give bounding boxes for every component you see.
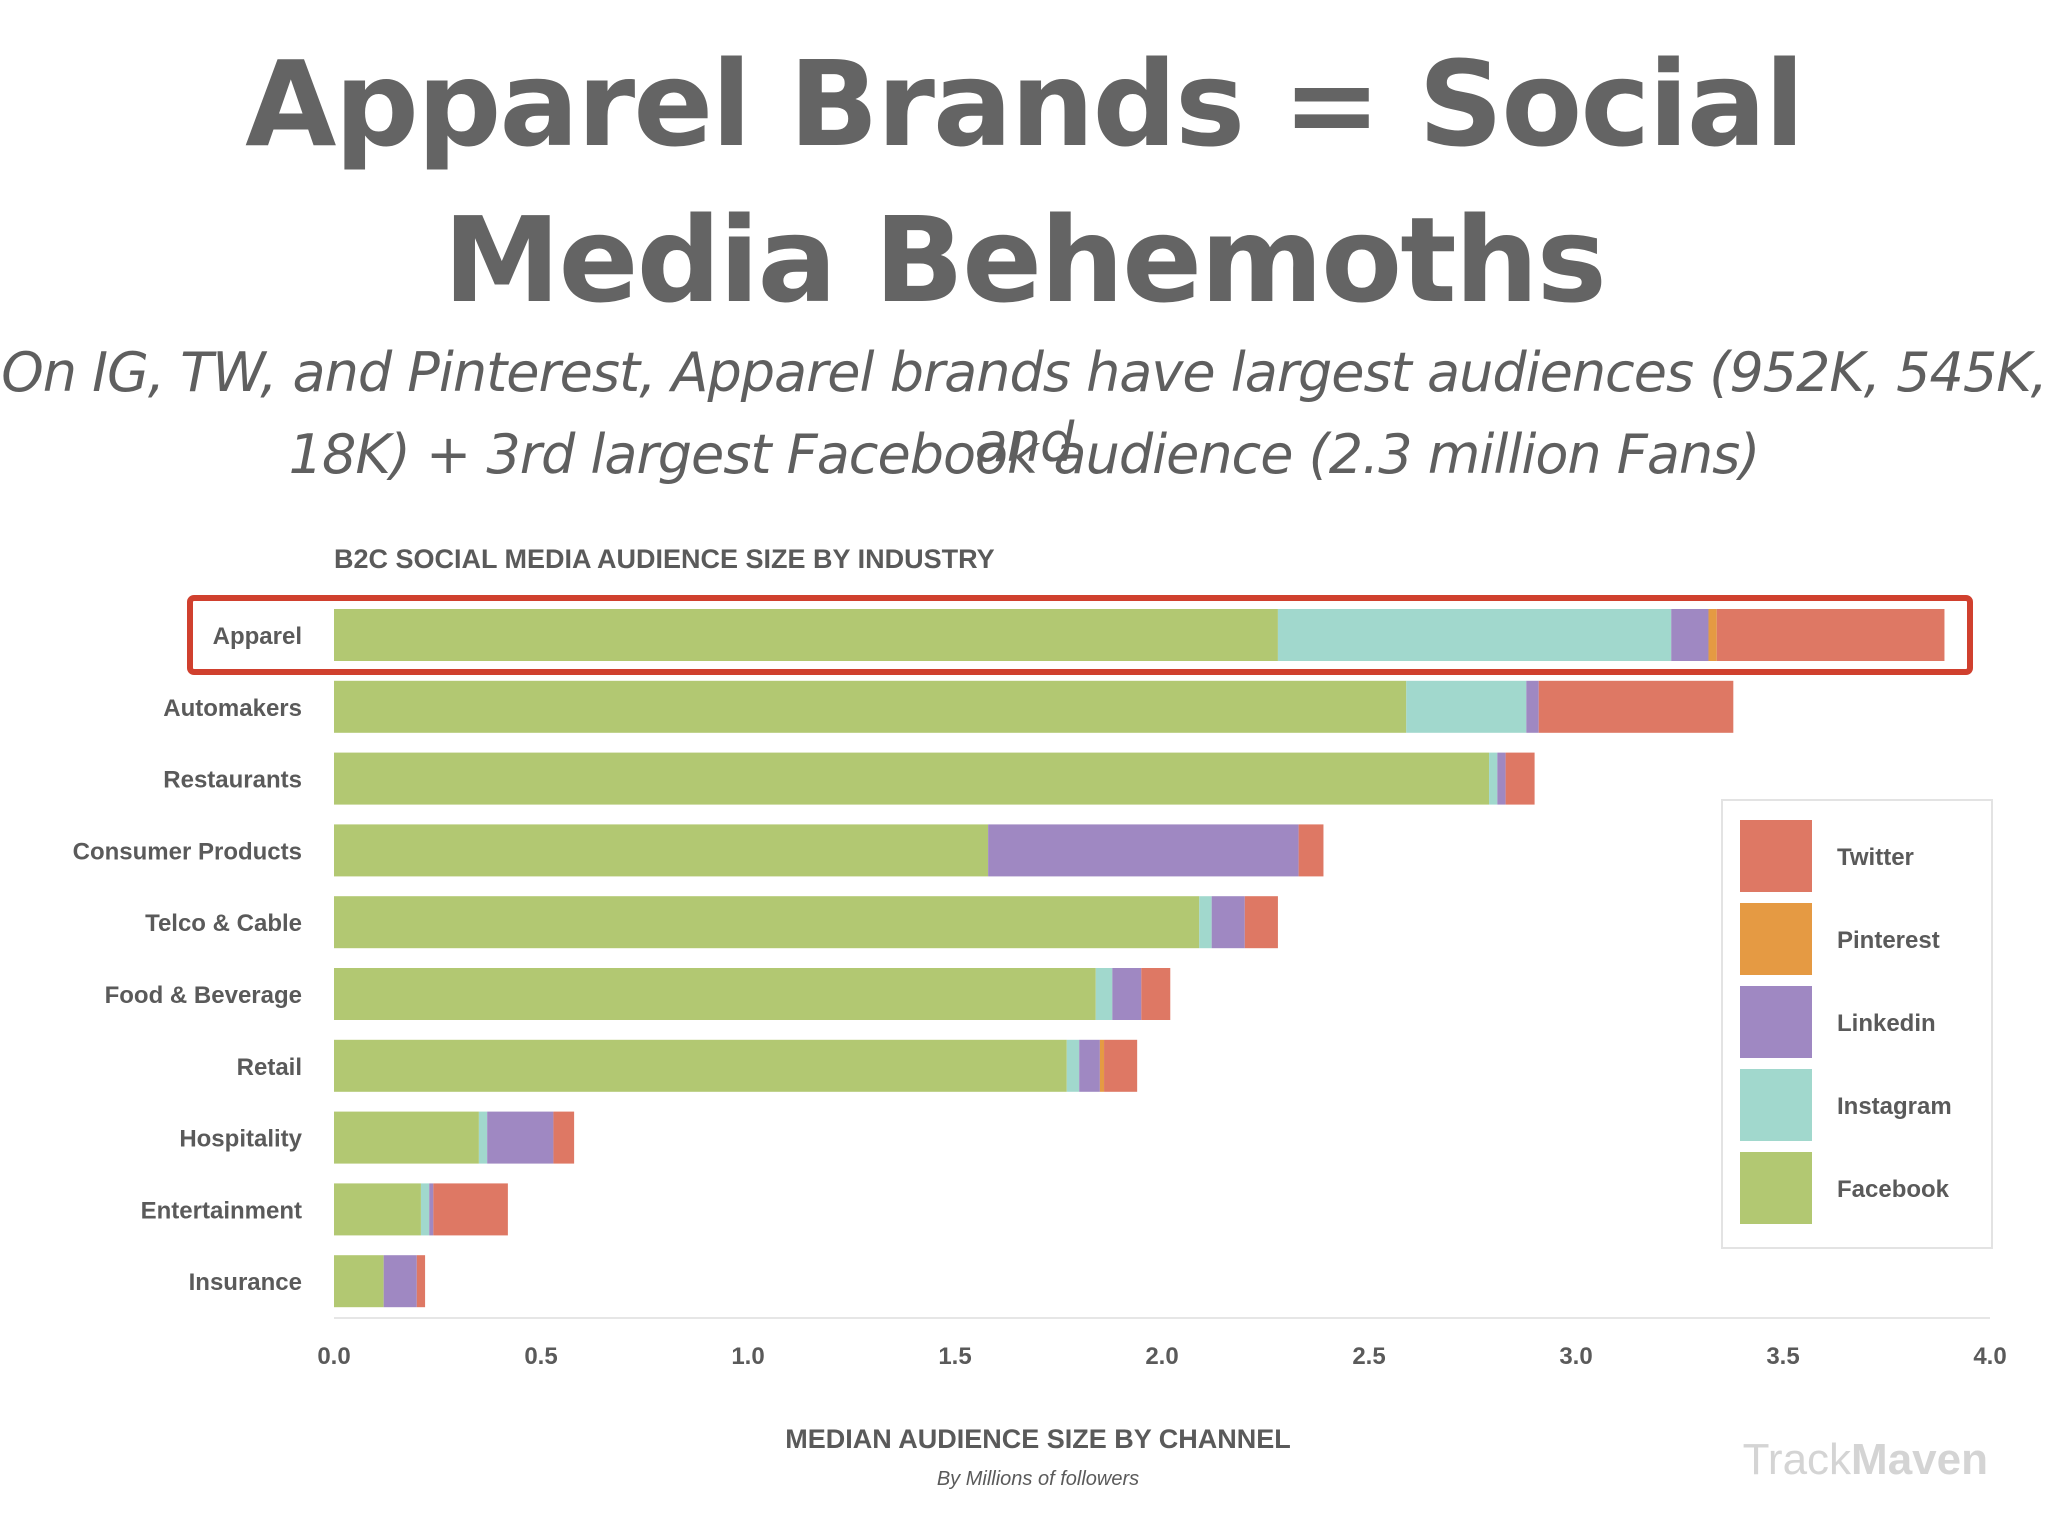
category-label-food-and-beverage: Food & Beverage <box>105 982 302 1009</box>
x-axis-label: MEDIAN AUDIENCE SIZE BY CHANNEL <box>785 1424 1291 1454</box>
x-ticks: 0.0 0.5 1.0 1.5 2.0 2.5 3.0 3.5 4.0 <box>317 1343 2006 1370</box>
bar-entertainment-linkedin <box>429 1183 434 1236</box>
category-label-retail: Retail <box>237 1054 302 1081</box>
bar-insurance-twitter <box>416 1255 426 1308</box>
bar-insurance-linkedin <box>383 1255 417 1308</box>
page-title-line-2: Media Behemoths <box>443 191 1607 329</box>
bar-food-and-beverage-linkedin <box>1112 968 1142 1020</box>
trackmaven-watermark: TrackMaven <box>1743 1435 1988 1484</box>
category-label-entertainment: Entertainment <box>141 1197 302 1224</box>
x-axis-sublabel: By Millions of followers <box>937 1468 1139 1490</box>
x-tick-label: 2.0 <box>1145 1343 1178 1370</box>
bar-food-and-beverage-facebook <box>334 968 1096 1020</box>
bar-hospitality-twitter <box>553 1111 575 1164</box>
bar-insurance-facebook <box>334 1255 384 1308</box>
x-tick-label: 0.5 <box>524 1343 557 1370</box>
x-tick-label: 1.5 <box>938 1343 971 1370</box>
bar-food-and-beverage-instagram <box>1095 968 1113 1020</box>
stacked-bar-chart: B2C SOCIAL MEDIA AUDIENCE SIZE BY INDUST… <box>73 544 2007 1490</box>
category-label-hospitality: Hospitality <box>179 1126 302 1153</box>
bar-automakers-linkedin <box>1526 680 1539 733</box>
legend-swatch-twitter <box>1740 820 1812 892</box>
legend-label-facebook: Facebook <box>1837 1176 1950 1203</box>
page-title-line-1: Apparel Brands = Social <box>245 35 1805 173</box>
legend-label-pinterest: Pinterest <box>1837 927 1940 954</box>
legend-label-instagram: Instagram <box>1837 1093 1952 1120</box>
bar-apparel-twitter <box>1716 609 1945 661</box>
bar-automakers-facebook <box>334 680 1407 733</box>
legend-label-twitter: Twitter <box>1837 844 1914 871</box>
x-tick-label: 3.0 <box>1559 1343 1592 1370</box>
bar-food-and-beverage-twitter <box>1141 968 1171 1020</box>
bar-restaurants-instagram <box>1489 752 1498 805</box>
bar-apparel-instagram <box>1277 609 1672 661</box>
bar-hospitality-linkedin <box>487 1111 554 1164</box>
bar-entertainment-twitter <box>433 1183 508 1236</box>
bar-retail-instagram <box>1066 1039 1080 1092</box>
category-label-automakers: Automakers <box>163 695 302 722</box>
bar-restaurants-twitter <box>1505 752 1535 805</box>
bar-apparel-linkedin <box>1671 609 1709 661</box>
legend-swatch-linkedin <box>1740 986 1812 1058</box>
legend-label-linkedin: Linkedin <box>1837 1010 1936 1037</box>
bar-telco-and-cable-instagram <box>1199 896 1212 949</box>
bars-layer: Apparel Automakers Restaurants Consumer Pro… <box>73 609 1945 1308</box>
bar-apparel-facebook <box>334 609 1278 661</box>
bar-consumer-products-facebook <box>334 824 989 877</box>
bar-automakers-twitter <box>1538 680 1734 733</box>
category-label-restaurants: Restaurants <box>163 767 302 794</box>
category-label-apparel: Apparel <box>213 623 302 650</box>
bar-retail-facebook <box>334 1039 1067 1092</box>
bar-retail-linkedin <box>1079 1039 1100 1092</box>
bar-restaurants-linkedin <box>1497 752 1506 805</box>
bar-retail-pinterest <box>1099 1039 1105 1092</box>
x-tick-label: 0.0 <box>317 1343 350 1370</box>
x-tick-label: 2.5 <box>1352 1343 1385 1370</box>
bar-telco-and-cable-facebook <box>334 896 1200 949</box>
x-tick-label: 1.0 <box>731 1343 764 1370</box>
legend-swatch-instagram <box>1740 1069 1812 1141</box>
legend: Twitter Pinterest Linkedin Instagram Faceboo… <box>1721 799 1993 1249</box>
chart-title: B2C SOCIAL MEDIA AUDIENCE SIZE BY INDUST… <box>334 544 995 574</box>
bar-consumer-products-linkedin <box>988 824 1299 877</box>
bar-entertainment-facebook <box>334 1183 421 1236</box>
bar-consumer-products-twitter <box>1298 824 1324 877</box>
bar-apparel-pinterest <box>1708 609 1717 661</box>
bar-automakers-instagram <box>1406 680 1527 733</box>
highlight-box <box>187 595 1973 675</box>
x-tick-label: 4.0 <box>1973 1343 2006 1370</box>
bar-retail-twitter <box>1104 1039 1138 1092</box>
category-label-telco-and-cable: Telco & Cable <box>145 910 302 937</box>
bar-restaurants-facebook <box>334 752 1490 805</box>
bar-telco-and-cable-twitter <box>1244 896 1278 949</box>
category-label-insurance: Insurance <box>189 1269 302 1296</box>
x-tick-label: 3.5 <box>1766 1343 1799 1370</box>
bar-telco-and-cable-linkedin <box>1211 896 1245 949</box>
bar-hospitality-instagram <box>478 1111 488 1164</box>
subtitle-line-2: 18K) + 3rd largest Facebook audience (2.… <box>288 423 1761 486</box>
bar-entertainment-instagram <box>420 1183 430 1236</box>
legend-swatch-facebook <box>1740 1152 1812 1224</box>
category-label-consumer-products: Consumer Products <box>73 838 302 865</box>
bar-hospitality-facebook <box>334 1111 479 1164</box>
subtitle-line-1: On IG, TW, and Pinterest, Apparel brands… <box>1 341 2048 474</box>
legend-swatch-pinterest <box>1740 903 1812 975</box>
